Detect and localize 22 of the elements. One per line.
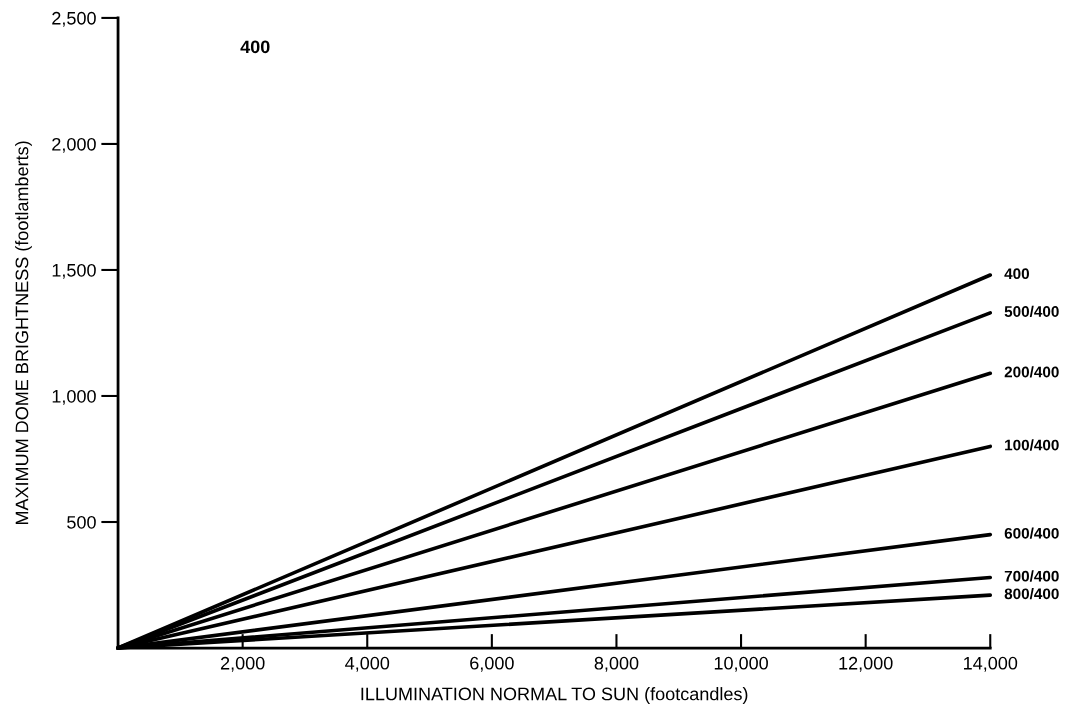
x-tick-label: 8,000	[594, 656, 639, 672]
series-label: 100/400	[1005, 439, 1059, 451]
y-tick-label: 2,000	[52, 137, 96, 153]
series-label: 400	[1004, 268, 1030, 280]
annotation: 400	[240, 40, 270, 54]
y-axis-title: MAXIMUM DOME BRIGHTNESS (footlamberts)	[15, 141, 32, 525]
series-label: 800/400	[1004, 587, 1059, 600]
x-tick-label: 10,000	[714, 656, 768, 672]
y-tick-label: 2,500	[52, 11, 96, 27]
y-tick-label: 1,500	[52, 263, 96, 279]
x-tick-label: 4,000	[345, 656, 390, 672]
x-tick-label: 14,000	[964, 656, 1018, 672]
x-tick-label: 6,000	[470, 656, 514, 672]
y-tick-label: 500	[67, 515, 96, 529]
series-label: 200/400	[1004, 366, 1059, 378]
series-label: 700/400	[1004, 570, 1059, 582]
x-tick-label: 2,000	[220, 656, 265, 672]
series-label: 600/400	[1004, 527, 1059, 539]
x-axis-title: ILLUMINATION NORMAL TO SUN (footcandles)	[361, 687, 748, 704]
y-tick-label: 1,000	[52, 389, 96, 405]
series-label: 500/400	[1004, 305, 1059, 318]
x-tick-label: 12,000	[839, 656, 893, 672]
